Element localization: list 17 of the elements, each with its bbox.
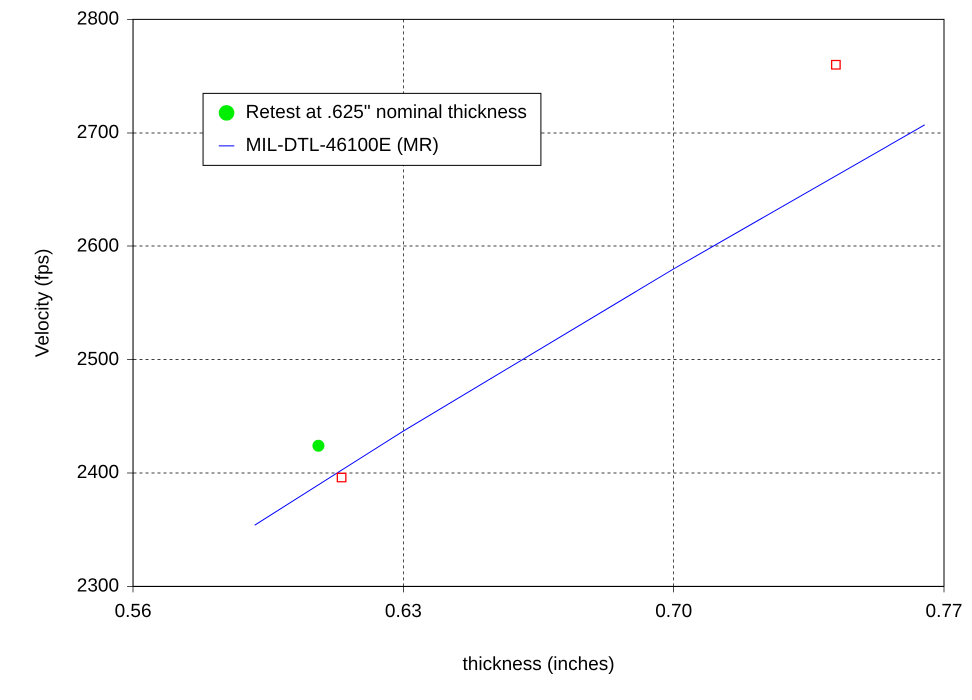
point (830, 60, 841, 70)
point (312, 440, 324, 452)
y-tick-label: 2300 (76, 576, 120, 597)
y-tick-label: 2600 (76, 235, 120, 256)
y-axis-title: Velocity (fps) (32, 248, 54, 358)
x-tick-label: 0.77 (926, 601, 962, 622)
x-tick-label: 0.56 (114, 601, 152, 622)
x-tick-label: 0.63 (384, 601, 422, 622)
y-tick-label: 2400 (76, 462, 120, 484)
legend-label: MIL-DTL-46100E (MR) (246, 135, 439, 156)
y-tick-label: 2800 (76, 8, 120, 30)
point (336, 472, 346, 482)
x-tick-label: 0.70 (655, 601, 692, 622)
y-tick-label: 2700 (76, 122, 120, 144)
legend-label: Retest at .625" nominal thickness (246, 102, 527, 124)
x-axis-title: thickness (inches) (462, 654, 615, 675)
y-tick-label: 2500 (76, 348, 120, 370)
